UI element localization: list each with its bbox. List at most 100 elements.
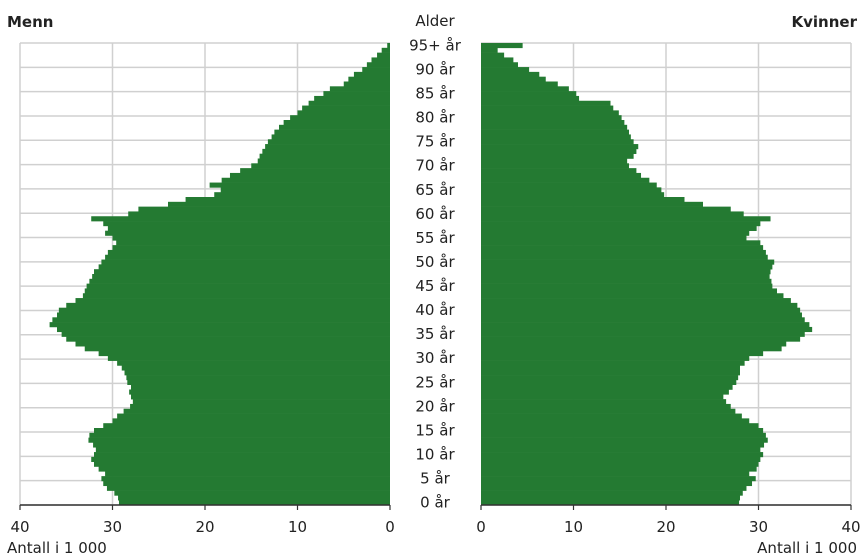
age-label: 80 år [415, 109, 455, 127]
left-title: Menn [7, 13, 53, 31]
bar-menn-age-87 [343, 81, 390, 87]
bar-menn-age-15 [94, 428, 390, 434]
bar-menn-age-66 [209, 182, 390, 188]
bar-menn-age-9 [91, 456, 390, 462]
bar-kvinner-age-44 [481, 288, 777, 294]
bar-kvinner-age-22 [481, 394, 724, 400]
bar-kvinner-age-87 [481, 81, 558, 87]
right-x-tick-label: 40 [841, 518, 860, 536]
age-label: 25 år [415, 373, 455, 391]
bar-kvinner-age-40 [481, 307, 801, 313]
age-label: 30 år [415, 349, 455, 367]
bar-kvinner-age-47 [481, 274, 770, 280]
bar-menn-age-61 [138, 206, 390, 212]
bar-menn-age-76 [271, 134, 390, 140]
bar-menn-age-1 [118, 495, 391, 501]
bar-kvinner-age-27 [481, 370, 740, 376]
bar-kvinner-age-55 [481, 235, 747, 241]
bar-menn-age-13 [88, 437, 390, 443]
bar-kvinner-age-66 [481, 182, 657, 188]
bar-kvinner-age-48 [481, 269, 771, 275]
bar-kvinner-age-32 [481, 346, 782, 352]
bar-kvinner-age-91 [481, 62, 518, 68]
bar-kvinner-age-62 [481, 201, 703, 207]
bar-menn-age-28 [121, 365, 390, 371]
bar-menn-age-7 [98, 466, 390, 472]
bar-kvinner-age-80 [481, 115, 622, 121]
bar-menn-age-29 [117, 360, 390, 366]
bar-kvinner-age-68 [481, 172, 642, 179]
bar-menn-age-80 [290, 115, 390, 121]
bar-menn-age-40 [58, 307, 390, 313]
bar-menn-age-30 [107, 355, 390, 361]
bar-kvinner-age-64 [481, 192, 665, 198]
bar-kvinner-age-53 [481, 245, 764, 251]
bar-kvinner-age-29 [481, 360, 745, 366]
bar-kvinner-age-92 [481, 57, 514, 63]
bar-menn-age-82 [302, 105, 390, 111]
left-x-tick-label: 10 [288, 518, 307, 536]
bar-kvinner-age-5 [481, 476, 756, 482]
right-x-tick-label: 0 [476, 518, 486, 536]
bar-kvinner-age-56 [481, 230, 750, 236]
bar-menn-age-43 [82, 293, 391, 299]
bar-kvinner-age-75 [481, 139, 634, 145]
bar-kvinner-age-79 [481, 120, 625, 126]
bar-kvinner-age-30 [481, 355, 750, 361]
left-x-tick-label: 40 [10, 518, 29, 536]
bar-menn-age-23 [129, 389, 390, 395]
bar-menn-age-89 [353, 71, 390, 77]
age-label: 85 år [415, 85, 455, 103]
bar-menn-age-58 [103, 221, 390, 227]
menn-bars [49, 43, 391, 506]
bar-kvinner-age-11 [481, 447, 761, 453]
bar-menn-age-69 [240, 168, 390, 174]
bar-menn-age-68 [229, 172, 390, 179]
right-xlabel: Antall i 1 000 [757, 539, 857, 557]
bar-menn-age-83 [308, 100, 390, 106]
bar-kvinner-age-94 [481, 47, 498, 53]
right-title: Kvinner [792, 13, 858, 31]
bar-menn-age-32 [84, 346, 390, 352]
bar-menn-age-44 [84, 288, 390, 294]
bar-menn-age-50 [101, 259, 391, 265]
kvinner-bars [481, 43, 813, 506]
bar-kvinner-age-4 [481, 480, 753, 487]
age-label: 10 år [415, 445, 455, 463]
age-label: 0 år [420, 494, 451, 512]
bar-kvinner-age-31 [481, 351, 764, 357]
bar-kvinner-age-37 [481, 322, 810, 328]
bar-menn-age-79 [283, 120, 390, 126]
bar-menn-age-53 [112, 245, 390, 251]
age-label: 15 år [415, 421, 455, 439]
bar-menn-age-71 [257, 158, 390, 164]
bar-kvinner-age-24 [481, 384, 733, 390]
bar-kvinner-age-46 [481, 278, 772, 284]
bar-kvinner-age-36 [481, 326, 813, 333]
bar-kvinner-age-67 [481, 177, 650, 183]
bar-kvinner-age-1 [481, 495, 740, 501]
bar-kvinner-age-60 [481, 211, 744, 217]
bar-kvinner-age-7 [481, 466, 757, 472]
bar-kvinner-age-28 [481, 365, 740, 371]
bar-menn-age-62 [168, 201, 390, 207]
labels: Menn Kvinner Alder Antall i 1 000 Antall… [7, 12, 861, 557]
bar-menn-age-35 [61, 331, 390, 337]
bar-kvinner-age-85 [481, 91, 577, 97]
bar-kvinner-age-63 [481, 197, 685, 203]
bar-kvinner-age-16 [481, 423, 759, 429]
bar-kvinner-age-89 [481, 71, 540, 77]
bar-kvinner-age-26 [481, 375, 739, 381]
bar-kvinner-age-49 [481, 264, 773, 270]
left-x-tick-label: 0 [385, 518, 395, 536]
bar-kvinner-age-38 [481, 317, 805, 323]
bar-kvinner-age-61 [481, 206, 731, 212]
age-label: 90 år [415, 60, 455, 78]
bar-kvinner-age-90 [481, 67, 530, 73]
bar-menn-age-14 [89, 432, 390, 438]
bar-kvinner-age-69 [481, 168, 637, 174]
bar-kvinner-age-71 [481, 158, 628, 164]
bar-menn-age-8 [94, 461, 390, 467]
bar-menn-age-45 [86, 283, 390, 289]
bar-menn-age-92 [371, 57, 390, 63]
